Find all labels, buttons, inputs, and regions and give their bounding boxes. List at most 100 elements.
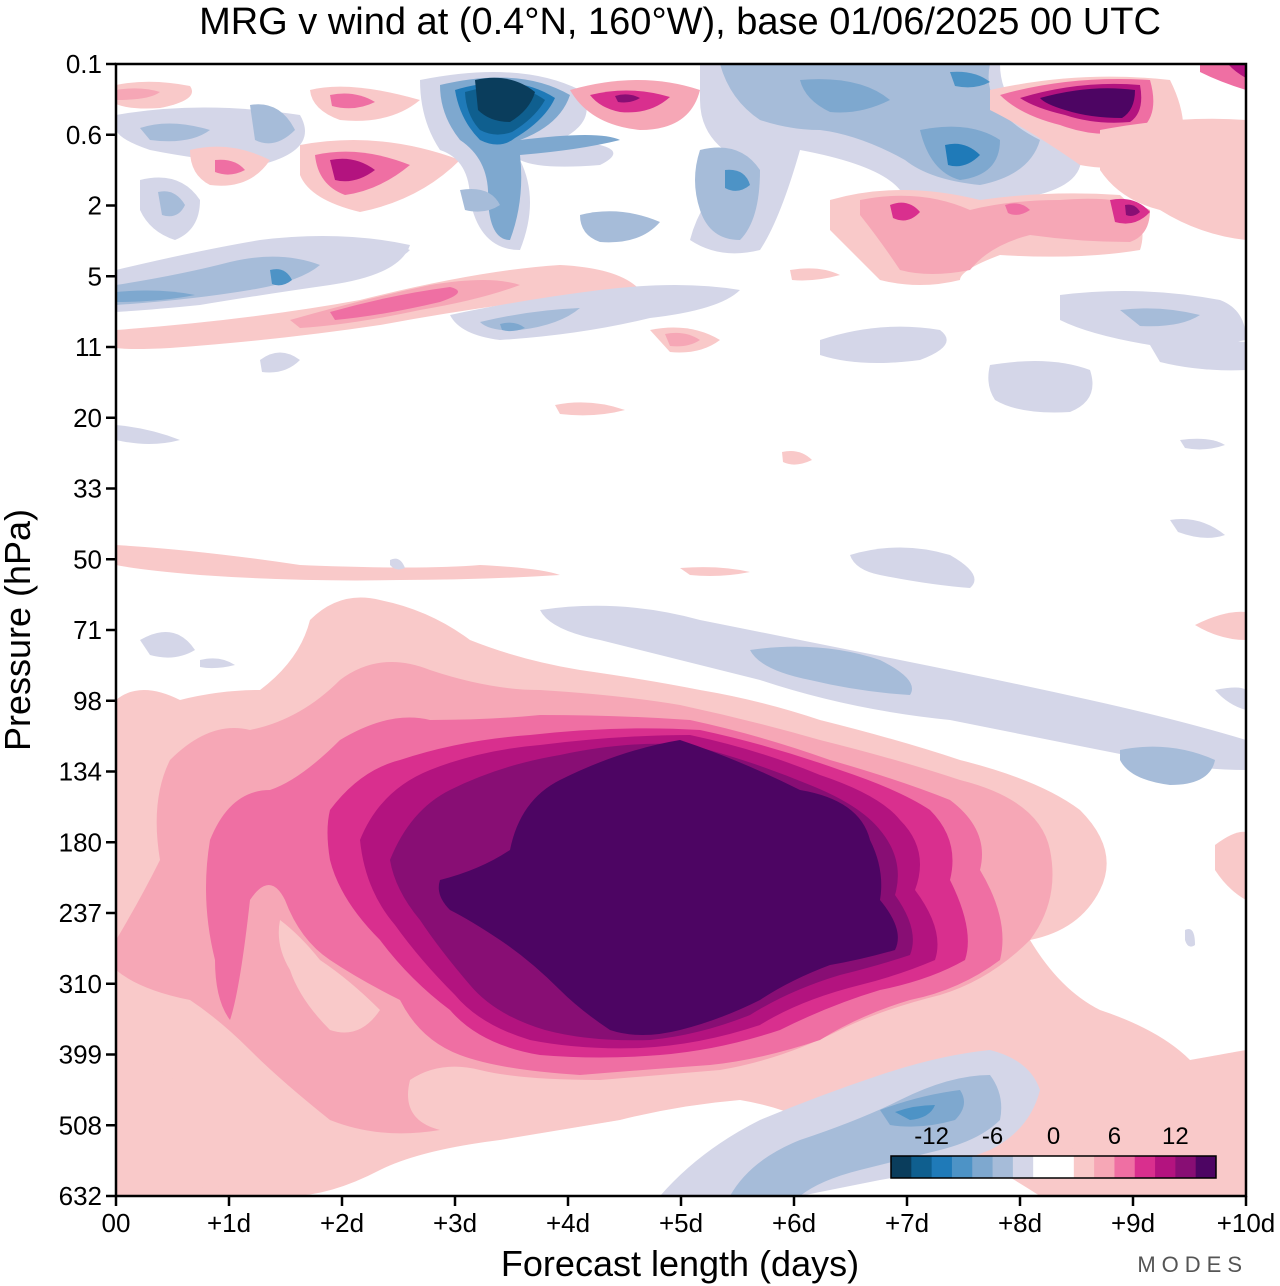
colorbar-swatch xyxy=(1175,1156,1197,1178)
contour-main-left-edge xyxy=(116,1040,280,1196)
x-tick-label: 00 xyxy=(102,1208,131,1238)
contour-blue-small-11b xyxy=(365,243,410,262)
contour-pink-5hPa-band-2 xyxy=(330,287,458,320)
contour-pink-2hPa-spot-2b xyxy=(1125,204,1140,216)
colorbar-tick-label: 0 xyxy=(1047,1123,1060,1150)
contour-pink-top-right-3 xyxy=(1040,88,1135,118)
x-axis-label: Forecast length (days) xyxy=(501,1243,859,1284)
contour-blue-right-90 xyxy=(1215,687,1246,710)
contour-pink-50-small xyxy=(680,567,750,576)
contour-blue-right-16 xyxy=(988,361,1093,413)
contour-pink-small-15 xyxy=(555,402,625,416)
x-tick-label: +3d xyxy=(433,1208,477,1238)
contour-blue-5hPa-band-3 xyxy=(270,269,292,286)
contour-blue-55-small xyxy=(390,558,405,570)
y-tick-label: 33 xyxy=(73,474,102,504)
contour-pink-right-71 xyxy=(1195,611,1246,640)
contour-blue-20hPa-left xyxy=(116,425,180,444)
contour-blue-71-left xyxy=(140,632,195,658)
x-tick-label: +10d xyxy=(1217,1208,1276,1238)
y-tick-label: 134 xyxy=(59,757,102,787)
contour-blue-top-right-2 xyxy=(800,79,890,113)
y-tick-label: 98 xyxy=(73,686,102,716)
contour-blue-top-right-5 xyxy=(950,71,990,88)
colorbar-swatch xyxy=(1134,1156,1156,1178)
contour-pink-small-27 xyxy=(782,451,812,465)
contour-blue-mid-left xyxy=(695,147,760,240)
colorbar-swatch xyxy=(1114,1156,1136,1178)
brand-logo-text: MODES xyxy=(1137,1252,1248,1277)
contour-pink-2hPa-band xyxy=(860,195,1150,274)
y-tick-label: 11 xyxy=(75,332,102,362)
contour-pink-50-band xyxy=(116,545,560,581)
y-tick-label: 5 xyxy=(88,261,102,291)
colorbar-swatch xyxy=(992,1156,1014,1178)
contour-pink-small-5 xyxy=(790,268,840,281)
contour-blue-spot-lower xyxy=(580,211,660,243)
contour-pink-right-180 xyxy=(1215,831,1246,900)
contour-blue-spot-lower-2 xyxy=(460,189,500,212)
contour-pink-spot-3b xyxy=(330,93,375,109)
colorbar-swatch xyxy=(891,1156,912,1178)
x-axis: 00 +1d +2d +3d +4d +5d +6d +7d +8d +9d +10d xyxy=(102,1196,1276,1238)
colorbar-swatch xyxy=(951,1156,973,1178)
y-axis: 0.1 0.6 2 5 11 20 33 50 71 98 134 180 237 310 399 508 63… xyxy=(59,49,116,1211)
contour-blue-right-134 xyxy=(1120,746,1215,785)
x-tick-label: +8d xyxy=(998,1208,1042,1238)
contour-blue-band-mid xyxy=(750,646,912,695)
colorbar-swatch xyxy=(911,1156,933,1178)
y-tick-label: 71 xyxy=(73,615,102,645)
colorbar-swatch xyxy=(1155,1156,1176,1178)
y-tick-label: 50 xyxy=(73,544,102,574)
contour-blue-right-20 xyxy=(1180,438,1225,450)
colorbar-swatch xyxy=(931,1156,953,1178)
y-tick-label: 0.1 xyxy=(66,49,102,79)
contour-upper-blue-band-1b xyxy=(140,123,210,142)
contour-blue-11hPa-band-3 xyxy=(500,322,525,332)
x-tick-label: +4d xyxy=(546,1208,590,1238)
x-tick-label: +5d xyxy=(659,1208,703,1238)
contour-pink-2hPa-spot-1 xyxy=(890,202,920,221)
contour-blue-80-small xyxy=(200,658,235,669)
mid-level-contours xyxy=(116,425,1246,947)
contour-blue-mid-left-2 xyxy=(725,169,750,191)
contour-lower-neg-4 xyxy=(895,1105,935,1120)
contour-upper-blue-band-1c xyxy=(250,104,295,144)
colorbar-swatch xyxy=(1073,1156,1095,1178)
colorbar-tick-label: 6 xyxy=(1108,1123,1121,1150)
main-positive-contours xyxy=(116,597,1246,1196)
y-tick-label: 399 xyxy=(59,1040,102,1070)
y-tick-label: 20 xyxy=(73,403,102,433)
y-axis-label: Pressure (hPa) xyxy=(0,509,38,751)
contour-blue-right-12 xyxy=(1150,340,1246,371)
x-tick-label: +6d xyxy=(772,1208,816,1238)
y-tick-label: 632 xyxy=(59,1181,102,1211)
contour-blue-right-11 xyxy=(820,326,947,364)
colorbar-tick-label: -12 xyxy=(914,1123,949,1150)
colorbar-swatch xyxy=(1012,1156,1034,1178)
colorbar-tick-label: 12 xyxy=(1162,1123,1189,1150)
y-tick-label: 180 xyxy=(59,827,102,857)
contour-blue-top-right-4 xyxy=(945,143,980,167)
colorbar: -12 -6 0 6 12 xyxy=(890,1123,1217,1179)
x-tick-label: +2d xyxy=(320,1208,364,1238)
y-tick-label: 2 xyxy=(88,191,102,221)
contour-main-left-lighter xyxy=(278,920,380,1033)
colorbar-swatch xyxy=(1195,1156,1217,1178)
contour-pink-right-band xyxy=(1100,118,1246,240)
contour-blue-small-11a xyxy=(260,352,300,373)
contour-blue-left-2hPa-2 xyxy=(158,191,185,217)
chart-title: MRG v wind at (0.4°N, 160°W), base 01/06… xyxy=(199,1,1161,43)
colorbar-labels: -12 -6 0 6 12 xyxy=(914,1123,1188,1150)
x-tick-label: +7d xyxy=(885,1208,929,1238)
contour-blue-right-240 xyxy=(1185,929,1195,947)
colorbar-swatch xyxy=(1094,1156,1115,1178)
contour-pink-spot-2c xyxy=(330,158,375,182)
contour-blue-core-left-4 xyxy=(475,77,535,122)
y-tick-label: 310 xyxy=(59,969,102,999)
contour-blue-right-40 xyxy=(1170,519,1225,538)
y-tick-label: 0.6 xyxy=(66,120,102,150)
contour-pink-top-mid-3 xyxy=(615,94,640,103)
contour-upper-pink-left-inner xyxy=(116,88,160,100)
